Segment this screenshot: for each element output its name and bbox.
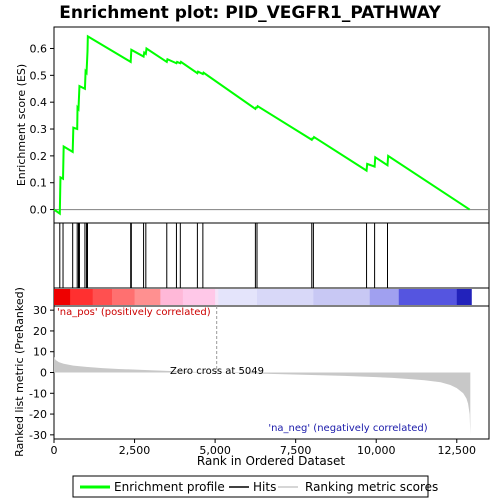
metric-y-tick-label: 30 xyxy=(33,304,47,317)
color-bar-segment xyxy=(112,289,136,305)
color-bar-segment xyxy=(182,289,216,305)
rank-color-bar-panel xyxy=(53,287,490,307)
na-neg-label: 'na_neg' (negatively correlated) xyxy=(268,423,427,434)
metric-y-tick-label: -20 xyxy=(29,408,47,421)
es-y-tick-label: 0.4 xyxy=(30,96,48,109)
na-pos-label: 'na_pos' (positively correlated) xyxy=(57,307,211,318)
hits-frame xyxy=(53,222,490,289)
ranking-metric-area xyxy=(54,356,471,435)
chart-title: Enrichment plot: PID_VEGFR1_PATHWAY xyxy=(59,3,441,23)
color-bar-segment xyxy=(54,289,71,305)
color-bar-segment xyxy=(70,289,94,305)
es-y-axis: 0.0 0.1 0.2 0.3 0.4 0.5 0.6 xyxy=(30,42,54,217)
color-bar-segment xyxy=(134,289,161,305)
metric-y-axis-label: Ranked list metric (PreRanked) xyxy=(13,287,26,457)
x-tick-label: 12,500 xyxy=(438,444,477,457)
color-bar-segment xyxy=(218,289,258,305)
metric-y-tick-label: 10 xyxy=(33,346,47,359)
es-y-tick-label: 0.1 xyxy=(30,177,48,190)
x-axis-label: Rank in Ordered Dataset xyxy=(197,454,345,468)
color-bar-segment xyxy=(160,289,184,305)
es-y-axis-label: Enrichment score (ES) xyxy=(15,64,28,186)
x-tick-label: 10,000 xyxy=(357,444,396,457)
metric-y-tick-label: -10 xyxy=(29,387,47,400)
color-bar-segment xyxy=(257,289,314,305)
legend: Enrichment profile Hits Ranking metric s… xyxy=(72,475,438,498)
es-plot-frame xyxy=(53,26,490,224)
legend-label-hits: Hits xyxy=(253,480,276,494)
metric-y-tick-label: 0 xyxy=(40,367,47,380)
legend-label-enrichment: Enrichment profile xyxy=(114,480,225,494)
x-tick-label: 0 xyxy=(51,444,58,457)
color-bar-segment xyxy=(215,289,219,305)
legend-frame xyxy=(72,475,429,498)
x-tick-label: 2,500 xyxy=(119,444,151,457)
color-bar-segment xyxy=(369,289,400,305)
enrichment-profile-line xyxy=(53,34,471,216)
zero-cross-label: Zero cross at 5049 xyxy=(170,366,264,377)
x-tick-label: 7,500 xyxy=(280,444,312,457)
metric-y-tick-label: 20 xyxy=(33,325,47,338)
es-y-tick-label: 0.3 xyxy=(30,123,48,136)
color-bar-segment xyxy=(313,289,371,305)
metric-x-axis: 0 2,500 5,000 7,500 10,000 12,500 xyxy=(51,439,477,457)
es-y-tick-label: 0.5 xyxy=(30,69,48,82)
x-tick-label: 5,000 xyxy=(199,444,231,457)
metric-y-tick-label: -30 xyxy=(29,429,47,442)
es-y-tick-label: 0.6 xyxy=(30,42,48,55)
color-bar-segment xyxy=(92,289,113,305)
color-bar-segment xyxy=(398,289,458,305)
enrichment-score-panel: 0.0 0.1 0.2 0.3 0.4 0.5 0.6 Enrichment score (… xyxy=(15,26,490,224)
es-y-tick-label: 0.2 xyxy=(30,150,48,163)
metric-y-axis: -30 -20 -10 0 10 20 30 xyxy=(29,304,54,442)
hits-panel xyxy=(53,222,490,289)
legend-label-metric: Ranking metric scores xyxy=(305,480,438,494)
color-bar-segment xyxy=(456,289,472,305)
ranked-metric-panel: -30 -20 -10 0 10 20 30 0 2,500 5,000 7,500 10,000 1… xyxy=(13,287,490,468)
es-y-tick-label: 0.0 xyxy=(30,204,48,217)
